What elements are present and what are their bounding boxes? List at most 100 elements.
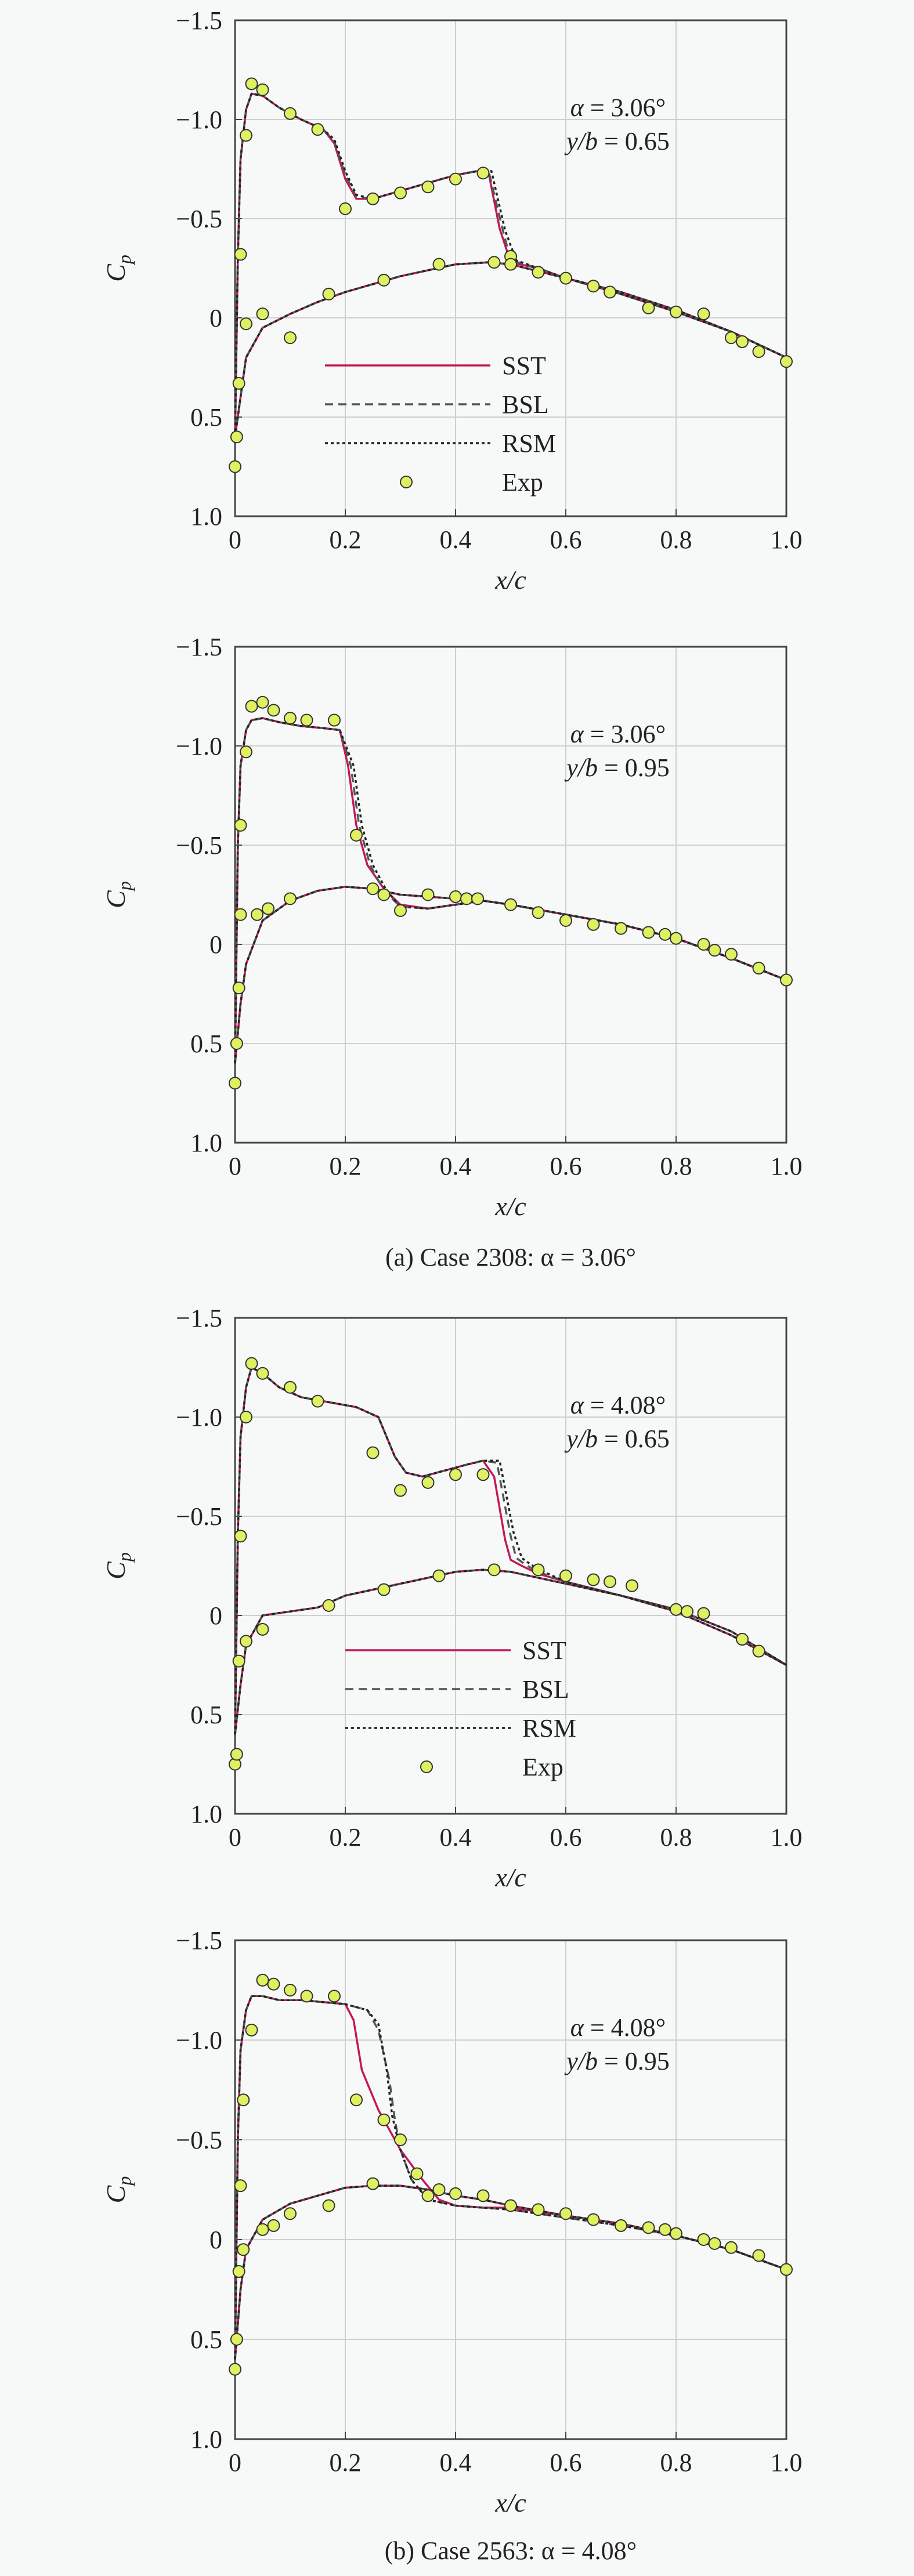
exp-data-point [377,1583,391,1596]
legend: SST BSL RSM Exp [345,1636,576,1781]
series-line-bsl-upper [234,1366,787,1735]
exp-data-point [752,2249,765,2262]
exp-data-point [256,1622,269,1636]
exp-data-point [284,1984,297,1997]
x-axis-label: x/c [494,565,526,595]
exp-data-point [471,892,484,905]
series-line-bsl-lower [234,886,787,1064]
exp-data-point [697,1607,710,1620]
exp-data-point [366,1446,380,1459]
y-tick-label: −1.5 [176,633,222,661]
exp-data-point [587,1573,600,1586]
exp-data-point [421,2189,435,2202]
exp-data-point [284,2207,297,2220]
exp-data-point [245,77,258,90]
series-line-rsm-lower [234,2184,787,2360]
exp-data-point [449,2187,462,2200]
y-tick-label: −0.5 [176,205,222,233]
exp-data-point [487,256,501,269]
y-tick-label: −1.0 [176,732,222,760]
exp-data-point [587,280,600,293]
y-axis-label: Cp [101,255,135,282]
legend-swatch-exp [400,476,413,488]
exp-data-point [377,274,391,287]
case-annotation: y/b = 0.65 [564,1425,670,1453]
exp-data-point [725,2241,738,2254]
exp-data-point [752,962,765,975]
x-tick-label: 0.4 [440,1823,472,1852]
x-tick-label: 0.2 [330,1823,362,1852]
exp-data-point [559,271,572,285]
x-tick-label: 1.0 [771,1152,803,1180]
plot-frame [234,1939,787,2440]
exp-data-point [476,2189,490,2202]
series-line-sst-upper [234,1366,787,1735]
x-tick-label: 0.6 [550,526,582,554]
y-tick-label: 1.0 [190,1129,222,1157]
x-tick-label: 0.8 [660,1823,692,1852]
exp-data-point [725,948,738,961]
exp-data-point [604,1575,616,1588]
y-tick-label: −0.5 [176,831,222,860]
exp-data-point [377,888,391,901]
series-line-bsl-lower [234,261,787,437]
y-tick-label: −1.0 [176,2026,222,2055]
y-tick-label: −1.0 [176,106,222,134]
exp-data-point [504,898,517,911]
y-tick-label: −0.5 [176,2126,222,2154]
exp-data-point [322,2199,335,2212]
y-tick-label: 0 [209,304,222,332]
chart-panel-1: 0 0.2 0.4 0.6 0.8 1.0 −1.5 −1.0 −0.5 0 0.5 1.0 x/c Cp… [101,6,803,595]
exp-data-point [245,700,258,713]
exp-data-point [234,908,247,921]
legend-label-exp: Exp [522,1753,563,1781]
exp-data-point [251,908,263,921]
exp-data-point [232,1654,245,1668]
x-tick-label: 0.8 [660,526,692,554]
exp-data-point [366,192,380,205]
exp-data-point [642,301,655,314]
exp-data-point [284,331,297,345]
exp-data-point [300,713,313,727]
y-tick-label: −1.5 [176,1304,222,1332]
exp-data-point [394,2133,407,2146]
x-tick-label: 0.2 [330,2448,362,2477]
x-tick-label: 0.2 [330,1152,362,1180]
y-tick-label: 0 [209,1602,222,1630]
exp-data-point [736,1633,749,1646]
exp-data-point [421,888,435,901]
exp-data-point [245,2023,258,2037]
x-tick-label: 0.6 [550,1823,582,1852]
x-tick-label: 0.6 [550,2448,582,2477]
exp-data-point [240,129,252,142]
exp-data-point [659,2223,671,2236]
exp-data-point [604,285,616,299]
y-tick-label: 1.0 [190,1800,222,1828]
exp-data-point [377,2113,391,2126]
exp-data-point [697,938,710,951]
exp-data-point [366,882,380,896]
y-tick-label: −1.5 [176,6,222,35]
x-tick-label: 0 [229,1823,241,1852]
exp-data-point [708,944,721,957]
exp-data-point [476,166,490,180]
exp-data-point [532,1563,545,1577]
x-tick-label: 0 [229,526,241,554]
exp-data-point [670,932,682,945]
exp-data-point [267,1977,280,1991]
exp-data-point [670,1603,682,1616]
y-tick-label: −0.5 [176,1502,222,1531]
legend-label-rsm: RSM [502,429,556,458]
exp-data-point [642,2221,655,2234]
exp-data-point [237,2093,250,2107]
exp-data-point [245,1357,258,1370]
exp-data-point [421,180,435,194]
exp-data-point [780,973,793,987]
chart-panel-2: 0 0.2 0.4 0.6 0.8 1.0 −1.5 −1.0 −0.5 0 0.5 1.0 x/c Cp… [101,633,803,1221]
exp-data-point [240,1411,252,1423]
exp-data-point [559,2207,572,2220]
exp-data-point [256,1973,269,1987]
exp-data-point [449,890,462,903]
exp-data-point [256,1367,269,1380]
legend-label-sst: SST [522,1636,566,1665]
